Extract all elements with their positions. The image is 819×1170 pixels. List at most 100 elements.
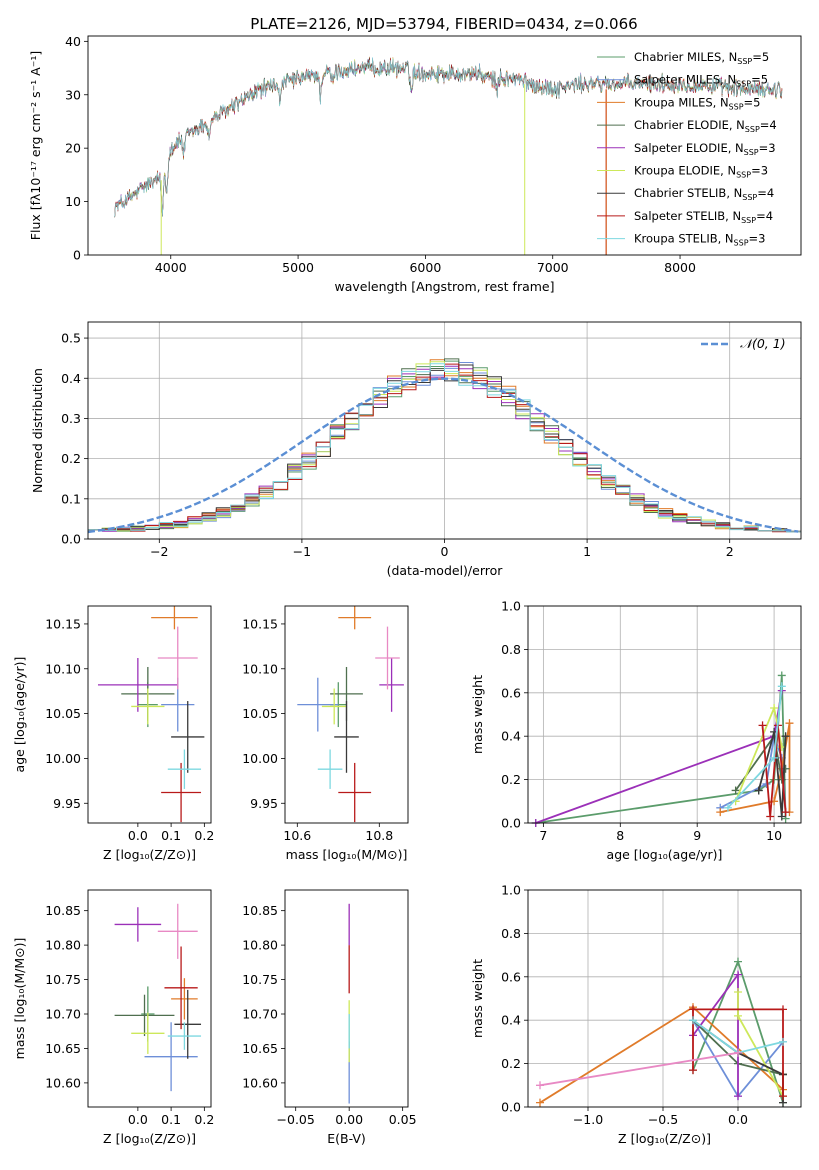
errorbar-salpeter-stelib xyxy=(338,762,372,823)
y-tick-label: 0.2 xyxy=(501,772,521,787)
weight-line-pink xyxy=(539,1051,739,1087)
errorbar-kroupa-stelib xyxy=(167,1022,202,1050)
weight-line-salpeter-stelib xyxy=(692,1008,784,1097)
histogram-kroupa-stelib xyxy=(88,363,801,533)
plot-area xyxy=(97,606,205,823)
y-tick-label: 9.95 xyxy=(250,796,278,811)
weight-marker-kroupa-stelib xyxy=(689,1016,697,1025)
axes-frame xyxy=(284,889,409,1108)
weight-marker-salpeter-stelib xyxy=(689,1005,697,1014)
legend-text: Salpeter STELIB, N xyxy=(634,209,741,223)
weight-marker-kroupa-elodie xyxy=(734,987,742,996)
legend-count: =5 xyxy=(752,50,769,64)
legend-count: =4 xyxy=(757,186,774,200)
axes-age-vs-Z: 0.0 0.1 0.2 9.95 10.00 10.05 10.10 10.15 Z [log₁… xyxy=(12,605,214,862)
weight-marker-chabrier-stelib xyxy=(781,732,790,741)
weight-marker-kroupa-stelib xyxy=(777,682,786,691)
weight-marker-salpeter-stelib xyxy=(779,1092,787,1101)
legend-text: Salpeter MILES, N xyxy=(634,73,736,87)
errorbar-chabrier-stelib xyxy=(334,701,359,773)
y-tick-label: 10.75 xyxy=(45,972,81,987)
plot-area xyxy=(531,671,794,827)
y-tick-label: 10.15 xyxy=(242,616,278,631)
axes-frame xyxy=(87,889,212,1108)
y-tick-label: 10.00 xyxy=(45,751,81,766)
legend-label-salpeter-miles: Salpeter MILES, NSSP=5 xyxy=(634,73,768,89)
y-tick-label: 20 xyxy=(65,141,81,156)
weight-marker-salpeter-stelib xyxy=(779,1005,787,1014)
weight-line-chabrier-miles xyxy=(535,675,787,824)
errorbar-salpeter-elodie xyxy=(114,907,162,942)
y-tick-label: 0 xyxy=(73,248,81,263)
y-tick-label: 0.8 xyxy=(501,926,521,941)
histogram-chabrier-elodie xyxy=(88,358,801,532)
x-tick-label: 10 xyxy=(766,828,782,843)
legend-subscript: SSP xyxy=(745,125,760,134)
axes-mass-vs-Z: 0.0 0.1 0.2 10.60 10.65 10.70 10.75 10.80 10.85 Z… xyxy=(12,889,214,1146)
legend-label-kroupa-stelib: Kroupa STELIB, NSSP=3 xyxy=(634,232,765,248)
y-tick-label: 10.10 xyxy=(45,661,81,676)
weight-marker-chabrier-elodie xyxy=(731,786,740,795)
x-tick-label: −2 xyxy=(150,544,168,559)
weight-marker-salpeter-stelib xyxy=(689,1066,697,1075)
weight-marker-chabrier-miles xyxy=(777,671,786,680)
weight-marker-chabrier-stelib xyxy=(777,812,786,821)
y-tick-label: 0.0 xyxy=(501,1100,521,1115)
y-tick-label: 10.70 xyxy=(242,1007,278,1022)
y-tick-label: 9.95 xyxy=(53,796,81,811)
legend-subscript: SSP xyxy=(734,239,749,248)
legend-text: Chabrier STELIB, N xyxy=(634,186,742,200)
legend-text: Kroupa ELODIE, N xyxy=(634,164,736,178)
x-tick-label: 0.0 xyxy=(728,1112,748,1127)
y-tick-label: 0.4 xyxy=(501,729,521,744)
weight-marker-kroupa-miles xyxy=(536,1098,544,1107)
axes-age-vs-mass: 10.6 10.8 9.95 10.00 10.05 10.10 10.15 mass [lo… xyxy=(242,605,409,862)
axes-frame xyxy=(527,889,802,1108)
y-axis-label: Flux [fλ10⁻¹⁷ erg cm⁻² s⁻¹ A⁻¹] xyxy=(28,51,43,240)
x-tick-label: 0.1 xyxy=(161,1112,181,1127)
errorbar-salpeter-elodie xyxy=(97,658,178,712)
axes-spectrum: 4000 5000 6000 7000 8000 0 10 20 30 40 wavelength … xyxy=(28,15,802,294)
x-axis-label: Z [log₁₀(Z/Z⊙)] xyxy=(618,1131,711,1146)
axes-residuals: −2 −1 0 1 2 0.0 0.1 0.2 0.3 0.4 0.5 (data-model)/er… xyxy=(30,321,802,578)
y-tick-label: 10.75 xyxy=(242,972,278,987)
legend-label-chabrier-elodie: Chabrier ELODIE, NSSP=4 xyxy=(634,118,777,134)
weight-marker-pink xyxy=(734,1048,742,1057)
y-tick-label: 10.85 xyxy=(45,903,81,918)
errorbar-chabrier-elodie xyxy=(114,994,175,1037)
y-tick-label: 0.5 xyxy=(61,331,81,346)
plot-area xyxy=(114,56,783,255)
legend-text: Kroupa MILES, N xyxy=(634,95,729,109)
weight-marker-salpeter-stelib xyxy=(758,721,767,730)
weight-marker-salpeter-elodie xyxy=(734,1092,742,1101)
spectrum-line-kroupa-stelib xyxy=(114,57,783,218)
y-tick-label: 10.60 xyxy=(45,1075,81,1090)
axes-frame xyxy=(87,605,212,824)
errorbar-salpeter-elodie xyxy=(379,658,404,712)
legend-label-normal: 𝒩(0, 1) xyxy=(740,336,786,351)
weight-line-salpeter-elodie xyxy=(535,690,783,824)
weight-marker-kroupa-stelib xyxy=(779,1037,787,1046)
x-axis-label: (data-model)/error xyxy=(387,563,504,578)
y-tick-label: 10.15 xyxy=(45,616,81,631)
x-tick-label: 0.0 xyxy=(128,1112,148,1127)
x-tick-label: −0.5 xyxy=(648,1112,678,1127)
x-tick-label: 6000 xyxy=(409,260,441,275)
x-tick-label: 0.1 xyxy=(161,828,181,843)
weight-line-salpeter-stelib xyxy=(761,725,787,817)
weight-marker-kroupa-elodie xyxy=(734,1011,742,1020)
weight-marker-salpeter-stelib xyxy=(766,812,775,821)
legend-text: Kroupa STELIB, N xyxy=(634,232,734,246)
errorbar-salpeter-stelib xyxy=(164,946,198,1030)
y-tick-label: 0.1 xyxy=(61,491,81,506)
y-tick-label: 10.70 xyxy=(45,1007,81,1022)
legend-count: =4 xyxy=(760,118,777,132)
errorbar-kroupa-miles xyxy=(171,978,198,1020)
legend-label-kroupa-miles: Kroupa MILES, NSSP=5 xyxy=(634,95,760,111)
y-tick-label: 10.80 xyxy=(242,938,278,953)
errorbar-kroupa-elodie xyxy=(131,688,165,725)
legend-text: Salpeter ELODIE, N xyxy=(634,141,744,155)
x-tick-label: 10.8 xyxy=(365,828,393,843)
y-axis-label: mass weight xyxy=(470,675,485,754)
